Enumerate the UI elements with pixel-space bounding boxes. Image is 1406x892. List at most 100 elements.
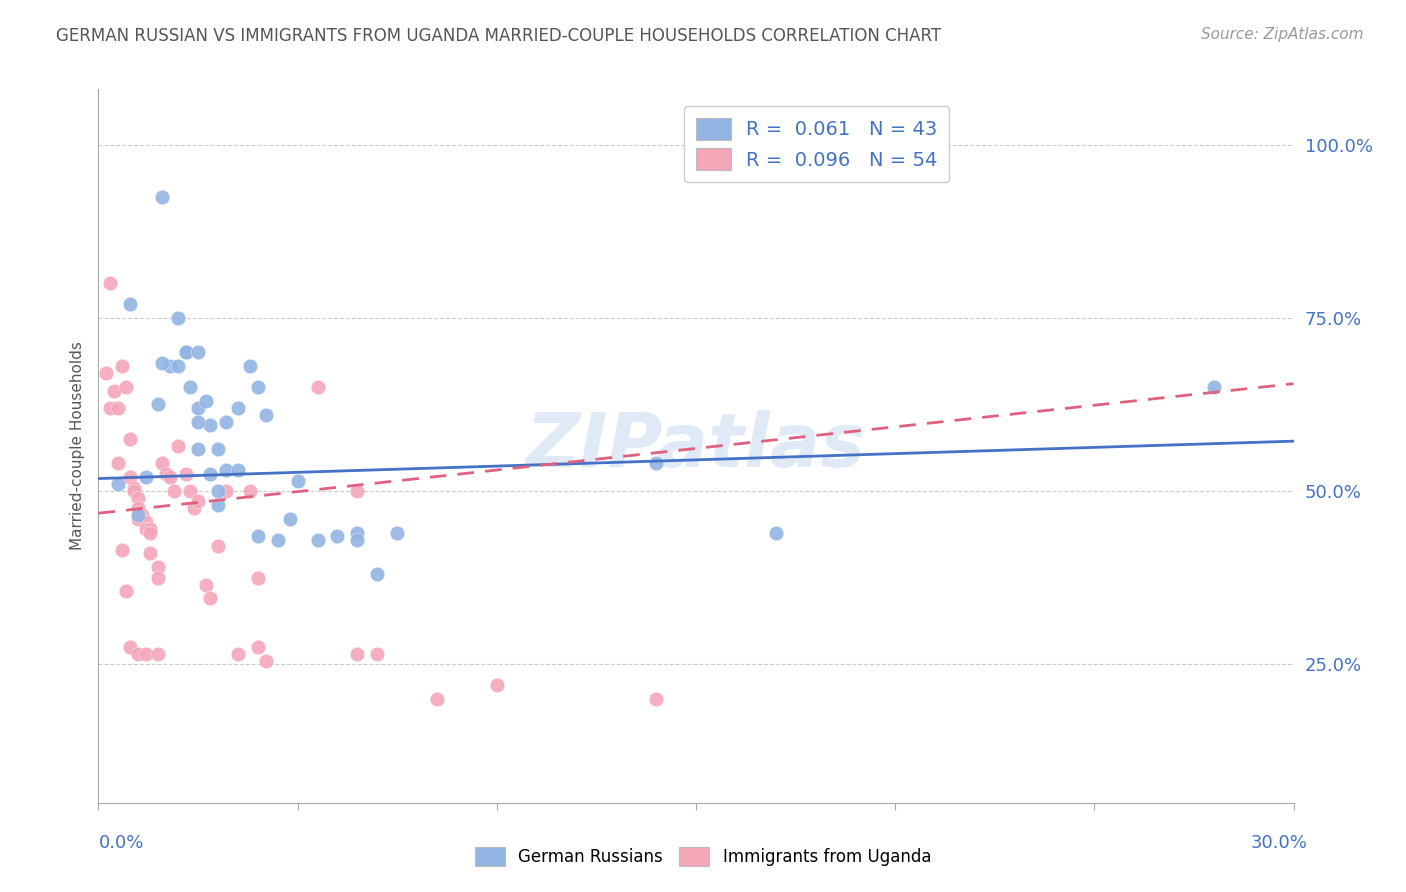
Point bbox=[179, 483, 201, 498]
Point bbox=[155, 467, 177, 481]
Point bbox=[159, 359, 181, 374]
Point bbox=[139, 522, 162, 536]
Point bbox=[107, 456, 129, 470]
Point bbox=[207, 498, 229, 512]
Point bbox=[159, 470, 181, 484]
Point bbox=[226, 463, 249, 477]
Point bbox=[226, 647, 249, 661]
Point bbox=[148, 397, 170, 411]
Point bbox=[215, 415, 238, 429]
Text: GERMAN RUSSIAN VS IMMIGRANTS FROM UGANDA MARRIED-COUPLE HOUSEHOLDS CORRELATION C: GERMAN RUSSIAN VS IMMIGRANTS FROM UGANDA… bbox=[56, 27, 942, 45]
Point bbox=[174, 345, 197, 359]
Point bbox=[1202, 380, 1225, 394]
Point bbox=[150, 456, 173, 470]
Point bbox=[98, 401, 122, 415]
Point bbox=[163, 483, 186, 498]
Point bbox=[246, 571, 269, 585]
Point bbox=[215, 483, 238, 498]
Point bbox=[135, 470, 157, 484]
Point bbox=[326, 529, 349, 543]
Point bbox=[111, 543, 134, 558]
Point bbox=[111, 359, 134, 374]
Point bbox=[385, 525, 409, 540]
Point bbox=[135, 647, 157, 661]
Point bbox=[127, 501, 149, 516]
Point bbox=[183, 501, 205, 516]
Point bbox=[103, 384, 125, 398]
Point bbox=[127, 491, 149, 505]
Point bbox=[139, 525, 162, 540]
Point bbox=[174, 345, 197, 359]
Text: ZIPatlas: ZIPatlas bbox=[526, 409, 866, 483]
Point bbox=[179, 380, 201, 394]
Point bbox=[246, 380, 269, 394]
Point bbox=[187, 415, 209, 429]
Point bbox=[485, 678, 508, 692]
Point bbox=[150, 189, 173, 203]
Point bbox=[135, 515, 157, 529]
Point bbox=[124, 483, 146, 498]
Point bbox=[131, 508, 153, 523]
Legend: R =  0.061   N = 43, R =  0.096   N = 54: R = 0.061 N = 43, R = 0.096 N = 54 bbox=[683, 106, 949, 182]
Point bbox=[287, 474, 309, 488]
Point bbox=[194, 577, 218, 591]
Point bbox=[198, 591, 221, 606]
Point bbox=[174, 467, 197, 481]
Point bbox=[127, 512, 149, 526]
Point bbox=[198, 467, 221, 481]
Text: Source: ZipAtlas.com: Source: ZipAtlas.com bbox=[1201, 27, 1364, 42]
Point bbox=[107, 477, 129, 491]
Point bbox=[148, 647, 170, 661]
Point bbox=[120, 297, 142, 311]
Point bbox=[426, 691, 449, 706]
Point bbox=[167, 310, 190, 325]
Point bbox=[278, 512, 301, 526]
Point bbox=[127, 647, 149, 661]
Point bbox=[187, 401, 209, 415]
Point bbox=[254, 408, 277, 422]
Point bbox=[148, 571, 170, 585]
Point bbox=[120, 640, 142, 654]
Point bbox=[96, 366, 118, 380]
Point bbox=[645, 456, 668, 470]
Point bbox=[207, 540, 229, 554]
Point bbox=[645, 691, 668, 706]
Point bbox=[307, 380, 329, 394]
Point bbox=[254, 654, 277, 668]
Point bbox=[366, 567, 388, 582]
Point bbox=[124, 481, 146, 495]
Point bbox=[167, 359, 190, 374]
Point bbox=[366, 647, 388, 661]
Point bbox=[207, 483, 229, 498]
Point bbox=[107, 401, 129, 415]
Point bbox=[239, 483, 262, 498]
Point bbox=[135, 522, 157, 536]
Legend: German Russians, Immigrants from Uganda: German Russians, Immigrants from Uganda bbox=[467, 838, 939, 875]
Y-axis label: Married-couple Households: Married-couple Households bbox=[69, 342, 84, 550]
Point bbox=[246, 640, 269, 654]
Point bbox=[226, 401, 249, 415]
Point bbox=[198, 418, 221, 433]
Point bbox=[346, 525, 368, 540]
Point bbox=[115, 380, 138, 394]
Point bbox=[207, 442, 229, 457]
Point bbox=[98, 276, 122, 290]
Point bbox=[148, 560, 170, 574]
Point bbox=[194, 394, 218, 409]
Point bbox=[346, 647, 368, 661]
Point bbox=[215, 463, 238, 477]
Point bbox=[139, 546, 162, 560]
Point bbox=[346, 533, 368, 547]
Point bbox=[187, 442, 209, 457]
Point bbox=[120, 432, 142, 446]
Point bbox=[115, 584, 138, 599]
Text: 30.0%: 30.0% bbox=[1251, 834, 1308, 852]
Point bbox=[167, 439, 190, 453]
Point bbox=[246, 529, 269, 543]
Point bbox=[187, 494, 209, 508]
Point bbox=[120, 470, 142, 484]
Point bbox=[346, 483, 368, 498]
Point bbox=[150, 356, 173, 370]
Point bbox=[127, 508, 149, 523]
Point bbox=[239, 359, 262, 374]
